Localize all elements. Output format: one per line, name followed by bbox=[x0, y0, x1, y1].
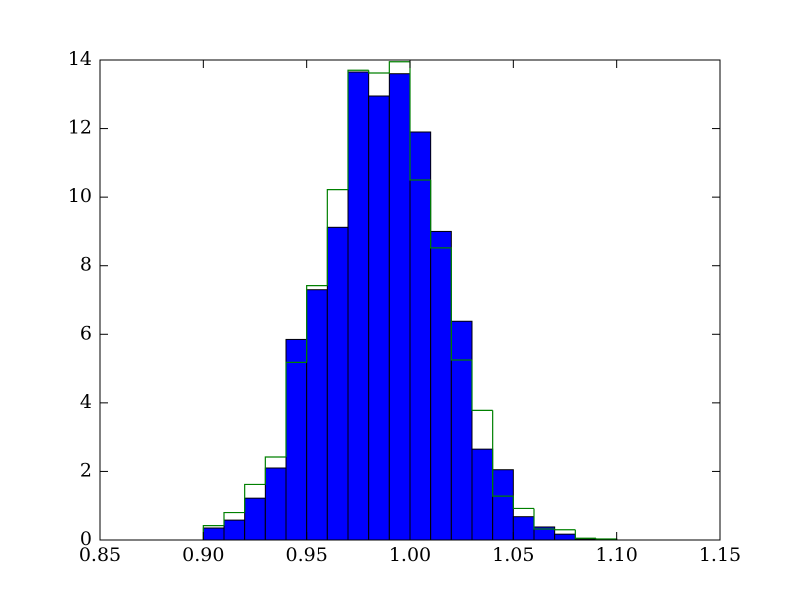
x-tick-label: 0.95 bbox=[286, 544, 328, 566]
step-segment bbox=[430, 180, 452, 249]
bar bbox=[554, 533, 576, 541]
y-tick-label: 4 bbox=[80, 391, 92, 413]
bar bbox=[492, 469, 514, 541]
step-segment bbox=[471, 360, 493, 411]
y-tick-label: 0 bbox=[80, 528, 92, 550]
step-segment bbox=[512, 496, 534, 510]
step-segment bbox=[285, 361, 307, 458]
step-segment bbox=[492, 410, 514, 497]
bar bbox=[306, 289, 328, 541]
x-tick-label: 0.90 bbox=[182, 544, 224, 566]
y-tick-label: 2 bbox=[80, 459, 92, 481]
bar bbox=[388, 73, 411, 541]
step-segment bbox=[574, 529, 596, 539]
y-tick-label: 10 bbox=[68, 185, 92, 207]
step-segment bbox=[368, 70, 390, 74]
bar bbox=[264, 467, 287, 541]
step-segment bbox=[244, 483, 266, 513]
step-segment bbox=[264, 456, 286, 485]
x-tick-label: 1.15 bbox=[699, 544, 741, 566]
bar bbox=[244, 497, 266, 541]
step-segment bbox=[533, 508, 555, 530]
y-tick-label: 8 bbox=[80, 254, 92, 276]
bar bbox=[409, 131, 432, 541]
step-segment bbox=[450, 247, 472, 361]
bar bbox=[430, 230, 452, 541]
step-segment bbox=[326, 189, 348, 286]
bar bbox=[450, 320, 473, 541]
x-tick-label: 0.85 bbox=[79, 544, 121, 566]
x-tick-label: 1.00 bbox=[389, 544, 431, 566]
bar bbox=[368, 95, 390, 541]
bar bbox=[326, 226, 349, 541]
step-segment bbox=[347, 69, 369, 190]
y-tick-label: 12 bbox=[68, 117, 92, 139]
bar bbox=[347, 71, 370, 541]
step-segment bbox=[554, 529, 576, 531]
step-segment bbox=[388, 61, 410, 74]
bar bbox=[223, 519, 246, 541]
step-segment bbox=[223, 511, 245, 526]
step-segment bbox=[306, 285, 328, 363]
bar bbox=[512, 516, 535, 541]
step-segment bbox=[409, 61, 431, 181]
bar bbox=[202, 527, 225, 541]
y-tick-label: 6 bbox=[80, 322, 92, 344]
y-tick-label: 14 bbox=[68, 48, 92, 70]
x-tick-label: 1.10 bbox=[596, 544, 638, 566]
x-tick-label: 1.05 bbox=[492, 544, 534, 566]
bar bbox=[285, 338, 308, 541]
bar bbox=[471, 448, 494, 541]
